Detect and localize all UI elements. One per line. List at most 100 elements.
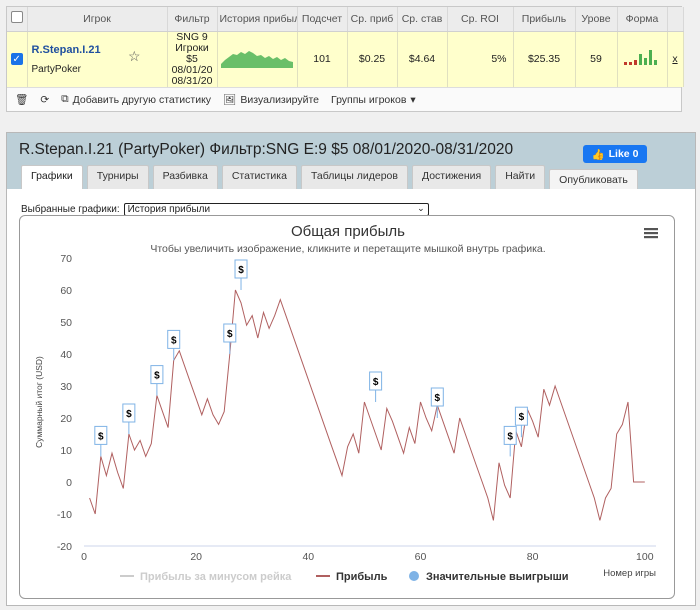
legend-label-net: Прибыль за минусом рейка [140,571,292,583]
count-value: 101 [297,31,348,87]
y-tick-label: -10 [57,509,72,521]
x-tick-label: 40 [302,551,314,563]
legend-label-profit: Прибыль [336,571,388,583]
col-header-filter[interactable]: Фильтр [167,7,218,32]
y-tick-label: 50 [60,317,72,329]
x-axis-label: Номер игры [603,568,656,579]
big-win-flag [369,371,383,391]
form-bars [617,31,668,87]
panel-title: R.Stepan.I.21 (PartyPoker) Фильтр:SNG E:… [19,141,514,158]
filter-cell: SNG 9 Игроки $5 08/01/20 08/31/20 [167,31,218,87]
sparkline-area [221,50,293,68]
x-tick-label: 80 [527,551,539,563]
publish-button[interactable]: Опубликовать [549,169,638,189]
tab-leaderboards[interactable]: Таблицы лидеров [300,165,408,189]
avg-profit-value: $0.25 [347,31,398,87]
big-win-flag-label: $ [126,409,132,420]
chevron-down-icon: ▾ [410,93,416,106]
big-win-flag [223,323,237,343]
big-win-flag-label: $ [519,412,525,423]
y-axis-label: Суммарный итог (USD) [34,356,44,448]
player-groups-dropdown[interactable]: Группы игроков ▾ [330,93,416,106]
image-icon: 🖼 [223,94,237,106]
add-stats-button[interactable]: ⧉ Добавить другую статистику [61,93,212,106]
tab-tournaments[interactable]: Турниры [86,165,149,189]
x-tick-label: 60 [415,551,427,563]
chart-selector-label: Выбранные графики: [21,204,120,215]
big-win-flag-label: $ [154,371,160,382]
table-header-row: Игрок Фильтр История прибыли Подсчет Ср.… [7,7,684,32]
col-header-form[interactable]: Форма [617,7,668,32]
col-header-history[interactable]: История прибыли [217,7,298,32]
y-tick-label: 10 [60,445,72,457]
row-checkbox[interactable]: ✓ [10,53,23,66]
player-name-link[interactable]: R.Stepan.I.21 [31,43,101,56]
select-all-cell[interactable] [7,7,28,32]
panel-header: R.Stepan.I.21 (PartyPoker) Фильтр:SNG E:… [7,133,695,189]
favorite-star-icon[interactable]: ☆ [127,47,141,64]
big-win-flag [430,387,444,407]
tab-breakdown[interactable]: Разбивка [152,165,218,189]
remove-row-button[interactable]: x [667,31,684,87]
stats-table-container: Игрок Фильтр История прибыли Подсчет Ср.… [6,6,684,112]
col-header-count[interactable]: Подсчет [297,7,348,32]
thumbs-up-icon: 👍 [591,148,605,161]
panel-tabs: Графики Турниры Разбивка Статистика Табл… [21,165,638,189]
level-value: 59 [575,31,618,87]
big-win-flag-label: $ [238,265,244,276]
tab-statistics[interactable]: Статистика [221,165,297,189]
refresh-icon[interactable]: ⟳ [40,93,50,106]
col-header-avg-roi[interactable]: Ср. ROI [447,7,514,32]
facebook-like-button[interactable]: 👍 Like 0 [583,145,647,163]
chart-menu-icon[interactable] [644,228,658,239]
tab-find[interactable]: Найти [495,165,546,189]
avg-stake-value: $4.64 [397,31,448,87]
big-win-flag [94,425,108,445]
chart-selector-row: Выбранные графики: История прибыли ⌄ [21,203,429,216]
y-tick-label: 30 [60,381,72,393]
player-site: PartyPoker [31,63,81,75]
stats-table: Игрок Фильтр История прибыли Подсчет Ср.… [7,7,684,87]
col-header-avg-stake[interactable]: Ср. став [397,7,448,32]
table-row: ✓ R.Stepan.I.21 PartyPoker ☆ SNG 9 Игрок… [7,31,684,87]
visualize-button[interactable]: 🖼 Визуализируйте [223,93,319,107]
trash-icon[interactable]: 🗑 [15,94,29,106]
select-all-checkbox[interactable] [10,11,23,24]
profit-history-sparkline[interactable] [217,31,298,87]
x-tick-label: 100 [636,551,654,563]
profit-line [89,289,645,521]
legend-label-bigwins: Значительные выигрыши [426,571,569,583]
y-tick-label: 40 [60,349,72,361]
x-tick-label: 0 [81,551,87,563]
col-header-level[interactable]: Урове [575,7,618,32]
big-win-flag [234,259,248,279]
col-header-player[interactable]: Игрок [27,7,168,32]
big-win-flag-label: $ [227,329,233,340]
big-win-flag-label: $ [507,431,513,442]
avg-roi-value: 5% [447,31,514,87]
col-header-profit[interactable]: Прибыль [513,7,576,32]
y-tick-label: 70 [60,253,72,265]
tab-charts[interactable]: Графики [21,165,83,189]
legend-marker-bigwins [409,571,419,581]
chart-title: Общая прибыль [291,223,405,240]
profit-value: $25.35 [513,31,576,87]
big-win-flag-label: $ [171,335,177,346]
chart-container: Общая прибыль Чтобы увеличить изображение… [19,215,675,599]
add-stats-icon: ⧉ [61,93,69,105]
chart-subtitle: Чтобы увеличить изображение, кликните и … [150,243,545,255]
big-win-flag [150,365,164,385]
big-win-flag [503,425,517,445]
y-tick-label: 20 [60,413,72,425]
big-win-flag [122,403,136,423]
chevron-down-icon: ⌄ [417,203,425,213]
big-win-flag-label: $ [435,393,441,404]
x-tick-label: 20 [190,551,202,563]
col-header-avg-profit[interactable]: Ср. приб [347,7,398,32]
profit-chart[interactable]: Общая прибыль Чтобы увеличить изображение… [20,216,676,600]
y-tick-label: -20 [57,541,72,553]
player-panel: R.Stepan.I.21 (PartyPoker) Фильтр:SNG E:… [6,132,696,606]
tab-achievements[interactable]: Достижения [411,165,492,189]
y-tick-label: 60 [60,285,72,297]
y-tick-label: 0 [66,477,72,489]
